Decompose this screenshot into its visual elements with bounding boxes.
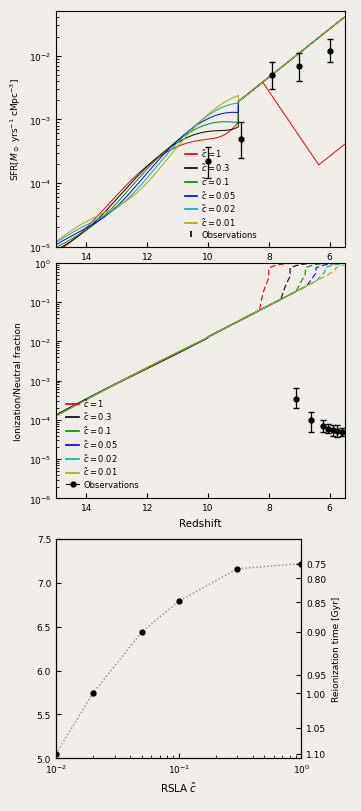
X-axis label: RSLA $\tilde{c}$: RSLA $\tilde{c}$ <box>160 781 197 794</box>
Legend: $\tilde{c}=1$, $\tilde{c}=0.3$, $\tilde{c}=0.1$, $\tilde{c}=0.05$, $\tilde{c}=0.: $\tilde{c}=1$, $\tilde{c}=0.3$, $\tilde{… <box>63 394 142 492</box>
X-axis label: Redshift: Redshift <box>179 267 222 277</box>
Y-axis label: Ionization/Neutral fraction: Ionization/Neutral fraction <box>14 322 23 440</box>
X-axis label: Redshift: Redshift <box>179 518 222 528</box>
Y-axis label: SFR[$M_\odot$ yrs$^{-1}$ cMpc$^{-3}$]: SFR[$M_\odot$ yrs$^{-1}$ cMpc$^{-3}$] <box>9 79 23 181</box>
Legend: $\tilde{c}=1$, $\tilde{c}=0.3$, $\tilde{c}=0.1$, $\tilde{c}=0.05$, $\tilde{c}=0.: $\tilde{c}=1$, $\tilde{c}=0.3$, $\tilde{… <box>182 145 261 243</box>
Y-axis label: Reionization time [Gyr]: Reionization time [Gyr] <box>332 596 341 702</box>
